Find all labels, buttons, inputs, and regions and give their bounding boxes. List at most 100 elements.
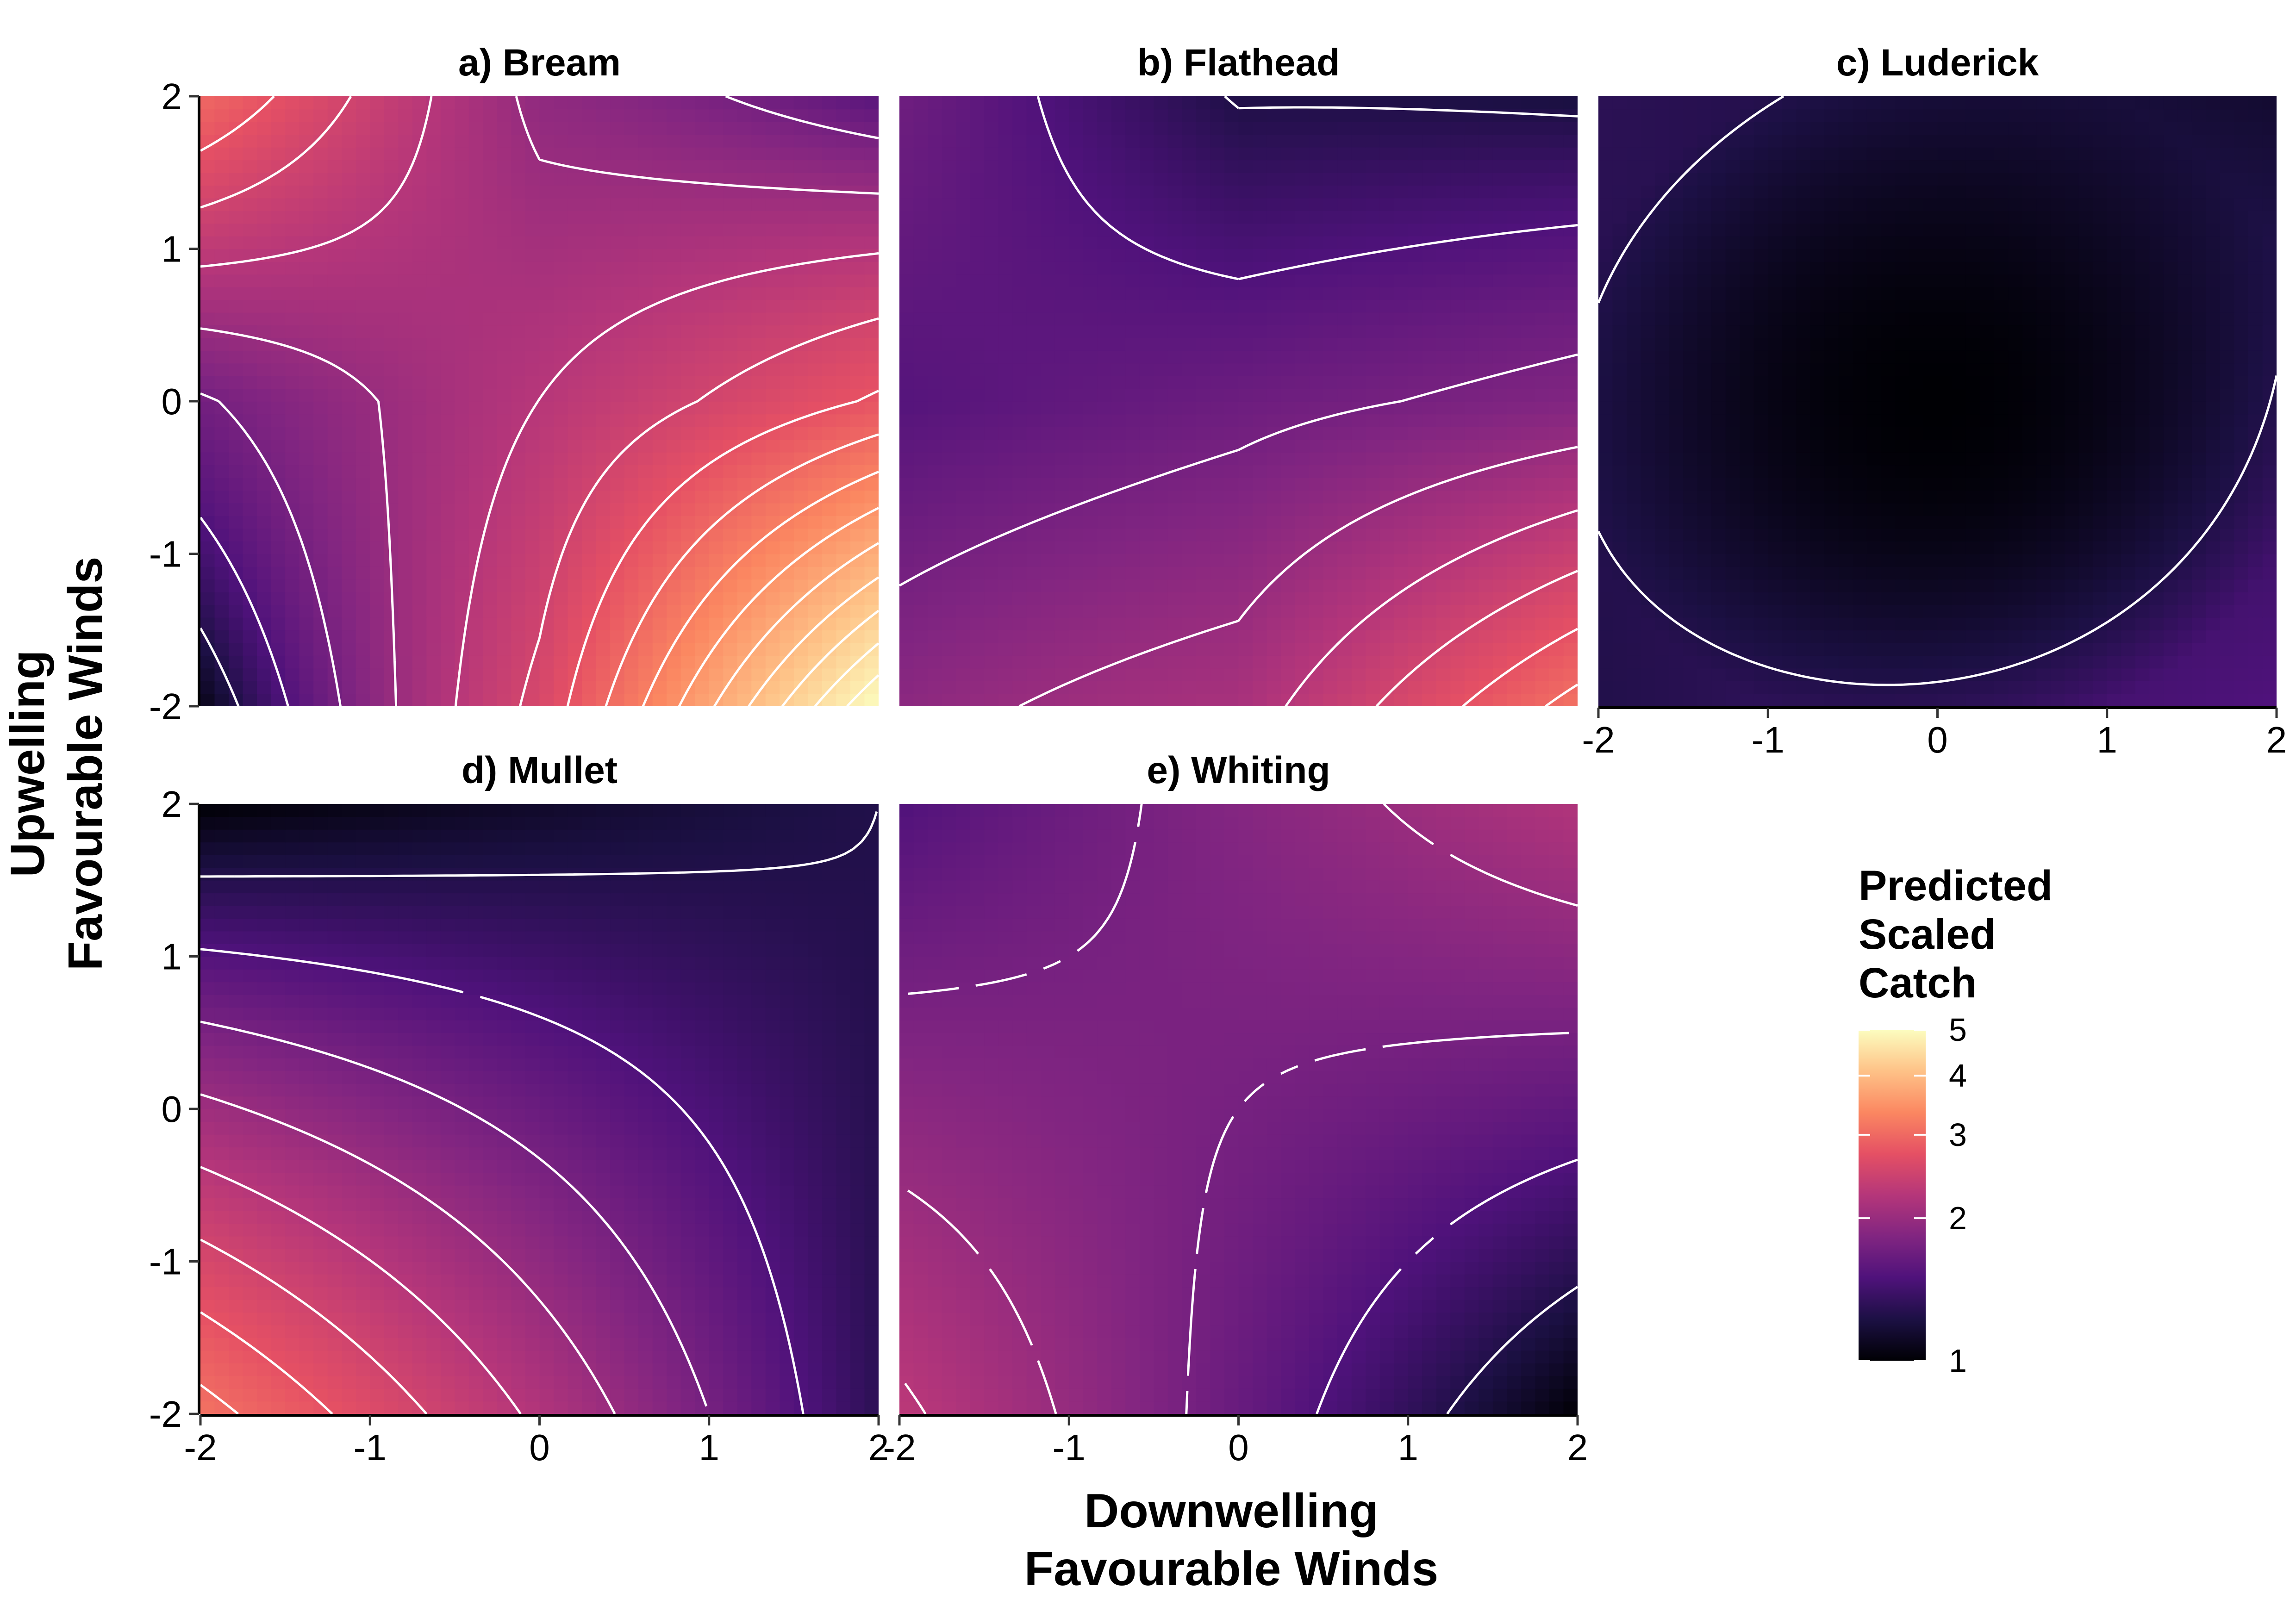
heatmap-cell — [695, 414, 710, 427]
heatmap-cell — [765, 236, 780, 249]
heatmap-cell — [1366, 490, 1380, 504]
heatmap-cell — [1422, 528, 1437, 541]
heatmap-cell — [271, 414, 286, 427]
heatmap-cell — [1267, 223, 1281, 236]
heatmap-cell — [610, 185, 625, 199]
heatmap-cell — [638, 223, 653, 236]
heatmap-cell — [468, 337, 484, 351]
heatmap-cell — [356, 452, 371, 466]
heatmap-cell — [695, 566, 710, 580]
heatmap-cell — [468, 693, 484, 706]
heatmap-cell — [271, 121, 286, 135]
heatmap-cell — [271, 516, 286, 529]
heatmap-cell — [1563, 121, 1578, 135]
heatmap-cell — [327, 121, 343, 135]
heatmap-cell — [1394, 249, 1409, 262]
heatmap-cell — [1627, 642, 1641, 656]
heatmap-cell — [913, 693, 928, 706]
heatmap-cell — [327, 96, 343, 110]
heatmap-cell — [1535, 185, 1550, 199]
heatmap-cell — [271, 147, 286, 161]
heatmap-cell — [836, 312, 851, 326]
heatmap-cell — [984, 604, 999, 618]
heatmap-cell — [554, 503, 568, 516]
heatmap-cell — [1492, 325, 1508, 338]
heatmap-cell — [1866, 630, 1882, 643]
heatmap-cell — [850, 261, 865, 275]
heatmap-cell — [313, 223, 328, 236]
heatmap-cell — [1281, 350, 1296, 364]
heatmap-cell — [1281, 642, 1296, 656]
heatmap-cell — [511, 312, 526, 326]
heatmap-cell — [1366, 337, 1380, 351]
heatmap-cell — [1549, 490, 1564, 504]
heatmap-cell — [285, 566, 300, 580]
heatmap-cell — [751, 160, 766, 173]
heatmap-cell — [398, 325, 413, 338]
heatmap-cell — [751, 388, 766, 402]
heatmap-cell — [200, 249, 215, 262]
heatmap-cell — [1083, 503, 1098, 516]
heatmap-cell — [327, 312, 343, 326]
heatmap-cell — [1838, 655, 1853, 669]
heatmap-cell — [737, 630, 752, 643]
heatmap-cell — [342, 134, 356, 148]
heatmap-cell — [2220, 642, 2235, 656]
heatmap-cell — [568, 299, 582, 313]
heatmap-cell — [970, 96, 985, 110]
heatmap-cell — [1041, 414, 1055, 427]
heatmap-cell — [780, 617, 794, 631]
heatmap-cell — [956, 693, 971, 706]
heatmap-cell — [384, 452, 399, 466]
heatmap-cell — [1697, 642, 1712, 656]
heatmap-cell — [1337, 286, 1352, 300]
heatmap-cell — [1139, 617, 1154, 631]
heatmap-cell — [356, 566, 371, 580]
heatmap-cell — [610, 503, 625, 516]
heatmap-cell — [652, 211, 667, 224]
heatmap-cell — [285, 286, 300, 300]
heatmap-cell — [356, 401, 371, 415]
heatmap-cell — [652, 236, 667, 249]
heatmap-cell — [780, 503, 794, 516]
heatmap-cell — [1125, 401, 1140, 415]
heatmap-cell — [1479, 249, 1493, 262]
heatmap-cell — [596, 642, 611, 656]
heatmap-cell — [822, 541, 837, 554]
heatmap-cell — [667, 249, 681, 262]
heatmap-cell — [356, 363, 371, 376]
heatmap-cell — [928, 528, 942, 541]
heatmap-cell — [793, 185, 809, 199]
heatmap-cell — [737, 198, 752, 211]
heatmap-cell — [1083, 299, 1098, 313]
heatmap-cell — [850, 211, 865, 224]
heatmap-cell — [370, 274, 385, 287]
heatmap-cell — [1196, 426, 1211, 440]
heatmap-cell — [1323, 160, 1338, 173]
heatmap-cell — [1069, 325, 1084, 338]
heatmap-cell — [610, 465, 625, 478]
heatmap-cell — [1563, 516, 1578, 529]
heatmap-cell — [1253, 490, 1267, 504]
heatmap-cell — [1281, 465, 1296, 478]
heatmap-cell — [1069, 134, 1084, 148]
heatmap-cell — [822, 554, 837, 567]
heatmap-cell — [327, 388, 343, 402]
heatmap-cell — [1366, 591, 1380, 605]
heatmap-cell — [554, 261, 568, 275]
heatmap-cell — [1507, 337, 1522, 351]
heatmap-cell — [1394, 109, 1409, 122]
heatmap-cell — [723, 109, 738, 122]
heatmap-cell — [1309, 579, 1324, 592]
heatmap-cell — [384, 528, 399, 541]
heatmap-cell — [1549, 337, 1564, 351]
heatmap-cell — [1923, 655, 1938, 669]
heatmap-cell — [342, 579, 356, 592]
heatmap-cell — [1012, 134, 1027, 148]
heatmap-cell — [214, 477, 229, 491]
heatmap-cell — [497, 591, 512, 605]
heatmap-cell — [243, 452, 257, 466]
heatmap-cell — [610, 579, 625, 592]
heatmap-cell — [899, 261, 914, 275]
heatmap-cell — [850, 414, 865, 427]
